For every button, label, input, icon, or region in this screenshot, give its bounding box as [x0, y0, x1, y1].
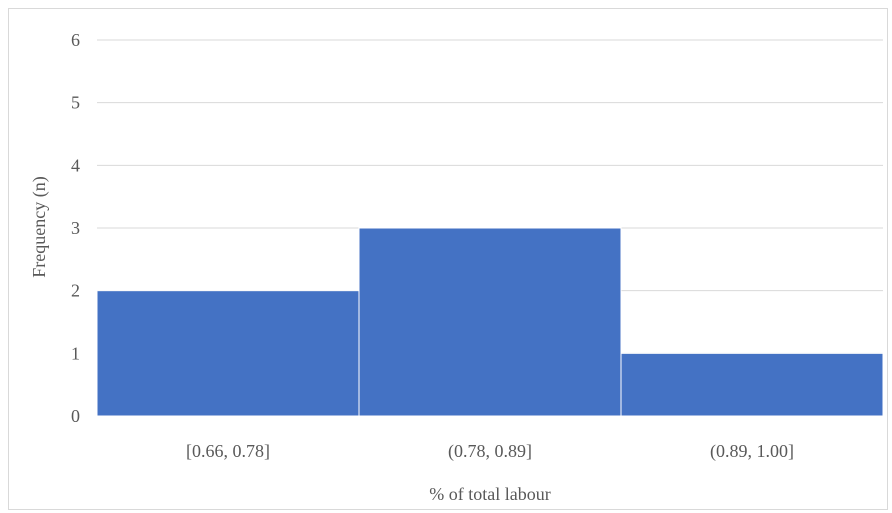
y-tick-label: 6	[71, 30, 80, 50]
y-axis-label: Frequency (n)	[29, 176, 50, 277]
x-tick-label: [0.66, 0.78]	[186, 441, 270, 461]
x-tick-label: (0.89, 1.00]	[710, 441, 794, 462]
y-tick-labels: 0 1 2 3 4 5 6	[71, 30, 80, 426]
y-tick-label: 1	[71, 343, 80, 363]
y-tick-label: 5	[71, 93, 80, 113]
y-tick-label: 3	[71, 218, 80, 238]
y-tick-label: 4	[71, 155, 80, 175]
x-tick-labels: [0.66, 0.78] (0.78, 0.89] (0.89, 1.00]	[186, 441, 794, 462]
y-tick-label: 2	[71, 281, 80, 301]
x-axis-label: % of total labour	[429, 484, 550, 504]
x-tick-label: (0.78, 0.89]	[448, 441, 532, 462]
y-tick-label: 0	[71, 406, 80, 426]
bar	[96, 290, 360, 417]
bar	[620, 352, 884, 417]
bar	[358, 227, 622, 417]
bars	[96, 227, 884, 417]
